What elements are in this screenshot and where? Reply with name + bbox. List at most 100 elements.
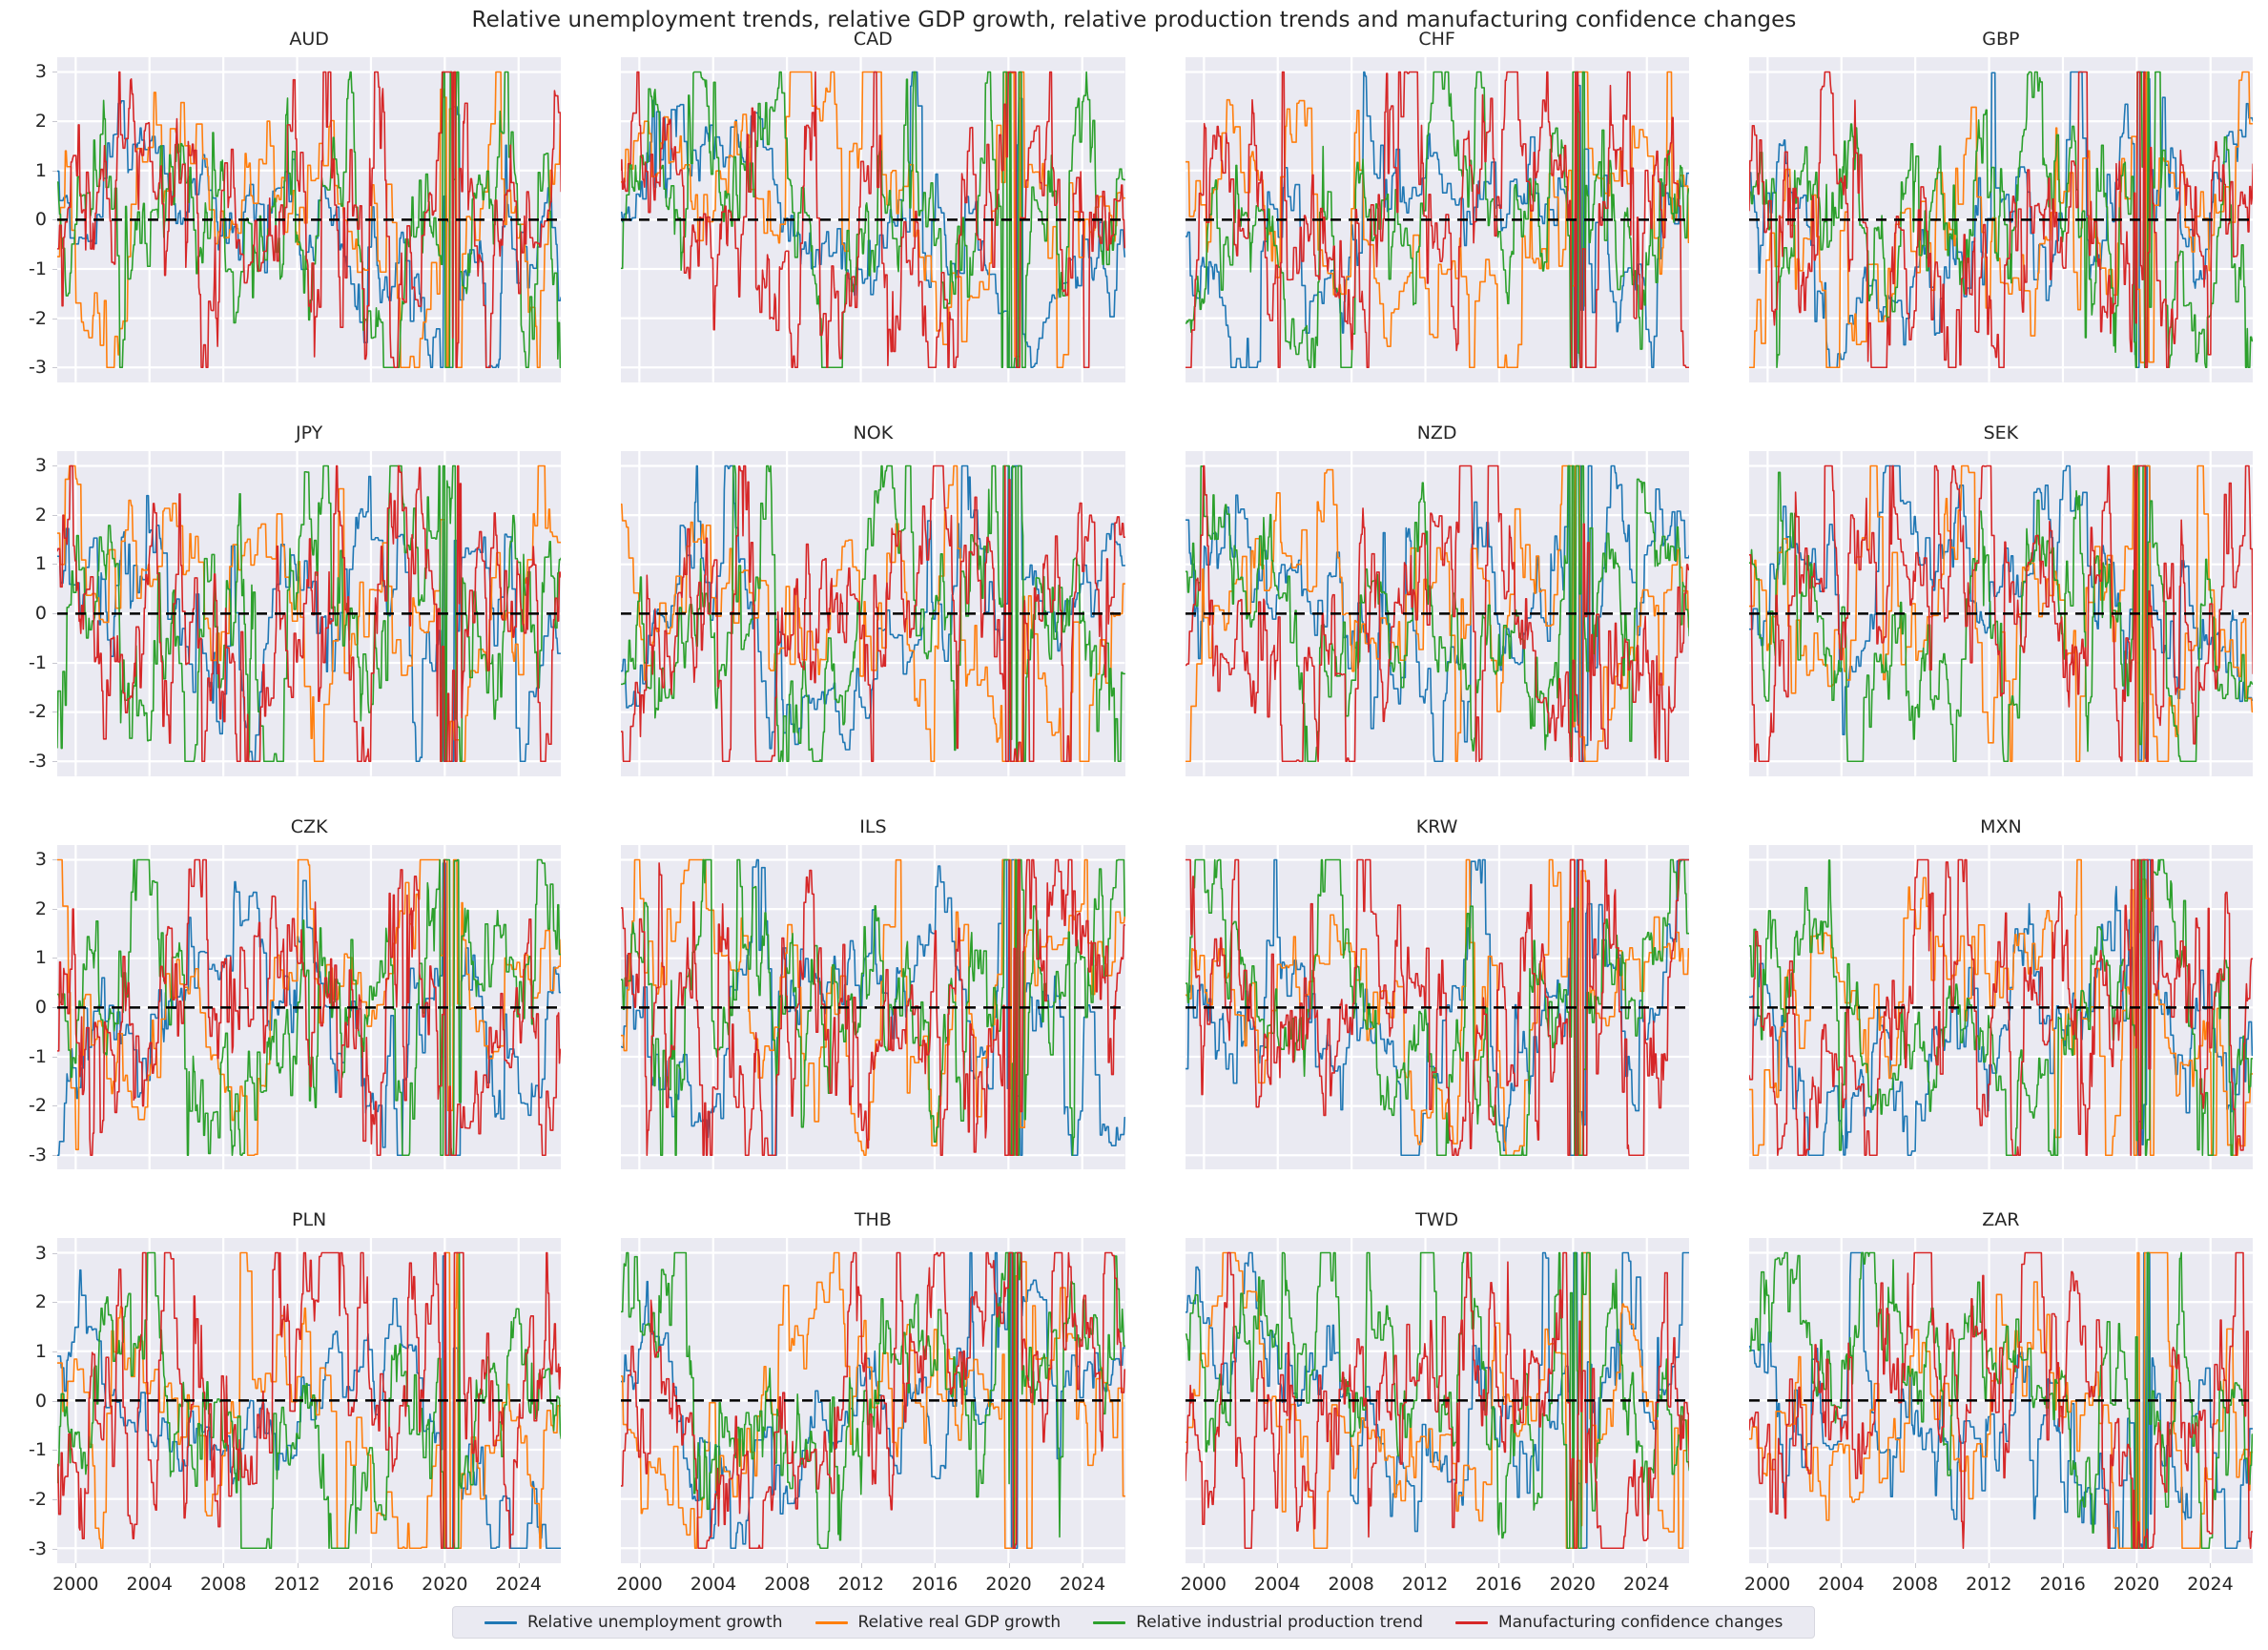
subplot-mxn: MXN <box>1748 816 2253 1170</box>
x-tick-label: 2016 <box>1475 1574 1522 1595</box>
subplot-title: NZD <box>1416 422 1457 443</box>
plot-area <box>57 844 562 1170</box>
y-tick-mark <box>52 564 57 566</box>
series-line-1 <box>1185 464 1689 762</box>
x-tick-mark <box>75 1563 77 1568</box>
y-tick-label: 0 <box>34 996 47 1018</box>
subplot-title: PLN <box>291 1209 327 1231</box>
x-tick-mark <box>1989 1563 1990 1568</box>
series-line-2 <box>1185 858 1689 1156</box>
y-tick-mark <box>52 761 57 762</box>
y-tick-label: 3 <box>34 455 47 477</box>
x-tick-mark <box>1203 1563 1205 1568</box>
series-line-4 <box>1185 464 1689 762</box>
series-line-2 <box>1185 71 1689 369</box>
subplot-aud: AUD 3 2 1 0 -1 -2 -3 <box>29 29 562 382</box>
x-tick-label: 2008 <box>764 1574 811 1595</box>
series-line-4 <box>57 71 562 369</box>
legend-swatch-icon <box>1093 1620 1126 1624</box>
plot-area <box>621 844 1125 1170</box>
series-line-2 <box>621 464 1125 762</box>
subplot-title: SEK <box>1983 422 2019 443</box>
legend-entry-3[interactable]: Relative industrial production trend <box>1093 1613 1423 1632</box>
y-tick-label: 2 <box>34 897 47 919</box>
series-line-4 <box>1185 858 1689 1156</box>
plot-area <box>1185 1238 1689 1563</box>
legend-swatch-icon <box>814 1620 848 1624</box>
series-line-4 <box>621 71 1125 369</box>
y-tick-label: 3 <box>34 848 47 870</box>
series-line-3 <box>1185 858 1689 1156</box>
y-tick-label: 1 <box>34 947 47 969</box>
plot-area <box>1748 57 2253 382</box>
y-tick-mark <box>52 958 57 959</box>
x-tick-label: 2000 <box>52 1574 99 1595</box>
subplot-jpy: JPY 3 2 1 0 -1 -2 -3 <box>29 423 562 776</box>
y-tick-mark <box>52 121 57 123</box>
series-line-3 <box>621 1251 1125 1550</box>
x-tick-label: 2016 <box>912 1574 959 1595</box>
x-tick-mark <box>639 1563 641 1568</box>
y-tick-mark <box>52 219 57 221</box>
figure-title: Relative unemployment trends, relative G… <box>471 8 1797 32</box>
series-line-3 <box>1748 858 2253 1156</box>
series-line-1 <box>621 71 1125 369</box>
legend-entry-4[interactable]: Manufacturing confidence changes <box>1454 1613 1783 1632</box>
y-tick-mark <box>52 367 57 369</box>
y-tick-mark <box>52 465 57 467</box>
x-tick-label: 2020 <box>422 1574 468 1595</box>
x-tick-label: 2020 <box>2113 1574 2160 1595</box>
plot-area <box>1748 1238 2253 1563</box>
series-line-2 <box>621 71 1125 369</box>
series-line-1 <box>1185 71 1689 369</box>
series-line-3 <box>57 858 562 1156</box>
series-line-1 <box>57 861 562 1156</box>
series-line-2 <box>1748 1251 2253 1550</box>
subplot-twd: TWD 2000 2004 2008 2012 2016 2020 2024 <box>1181 1209 1689 1595</box>
legend-swatch-icon <box>1454 1620 1488 1624</box>
subplot-krw: KRW <box>1185 816 1689 1170</box>
subplot-sek: SEK <box>1748 423 2253 776</box>
x-tick-label: 2016 <box>2039 1574 2086 1595</box>
y-tick-mark <box>52 1105 57 1107</box>
legend-entry-1[interactable]: Relative unemployment growth <box>485 1613 783 1632</box>
y-tick-mark <box>52 1154 57 1156</box>
series-line-2 <box>1185 1251 1689 1550</box>
y-tick-mark <box>52 858 57 860</box>
x-tick-label: 2016 <box>347 1574 395 1595</box>
x-tick-mark <box>787 1563 789 1568</box>
y-tick-mark <box>52 1450 57 1452</box>
subplot-gbp: GBP <box>1748 29 2253 382</box>
x-tick-mark <box>1646 1563 1648 1568</box>
x-tick-mark <box>1572 1563 1574 1568</box>
series-line-3 <box>621 858 1125 1156</box>
y-tick-label: -1 <box>29 1439 47 1461</box>
series-line-3 <box>57 71 562 369</box>
legend-swatch-icon <box>485 1620 517 1624</box>
x-tick-mark <box>1767 1563 1769 1568</box>
x-tick-mark <box>1082 1563 1083 1568</box>
legend-label: Relative unemployment growth <box>527 1613 783 1632</box>
x-tick-label: 2012 <box>1401 1574 1449 1595</box>
y-tick-mark <box>52 318 57 320</box>
x-tick-label: 2024 <box>495 1574 542 1595</box>
y-tick-label: -3 <box>29 1144 47 1165</box>
series-line-4 <box>57 464 562 762</box>
y-tick-mark <box>52 1302 57 1304</box>
legend-entry-2[interactable]: Relative real GDP growth <box>814 1613 1061 1632</box>
series-line-3 <box>1748 464 2253 762</box>
x-tick-label: 2004 <box>126 1574 173 1595</box>
x-tick-label: 2004 <box>1818 1574 1865 1595</box>
x-tick-mark <box>297 1563 299 1568</box>
series-line-3 <box>1185 464 1689 762</box>
subplot-zar: ZAR 2000 2004 2008 2012 2016 2020 2024 <box>1744 1209 2253 1595</box>
x-tick-label: 2012 <box>274 1574 320 1595</box>
subplot-cad: CAD <box>621 29 1125 382</box>
subplot-title: NOK <box>853 422 894 443</box>
subplot-nok: NOK <box>621 423 1125 776</box>
series-line-3 <box>621 71 1125 369</box>
x-tick-label: 2020 <box>985 1574 1032 1595</box>
y-tick-mark <box>52 662 57 664</box>
y-tick-label: 2 <box>34 504 47 526</box>
x-tick-mark <box>1350 1563 1352 1568</box>
